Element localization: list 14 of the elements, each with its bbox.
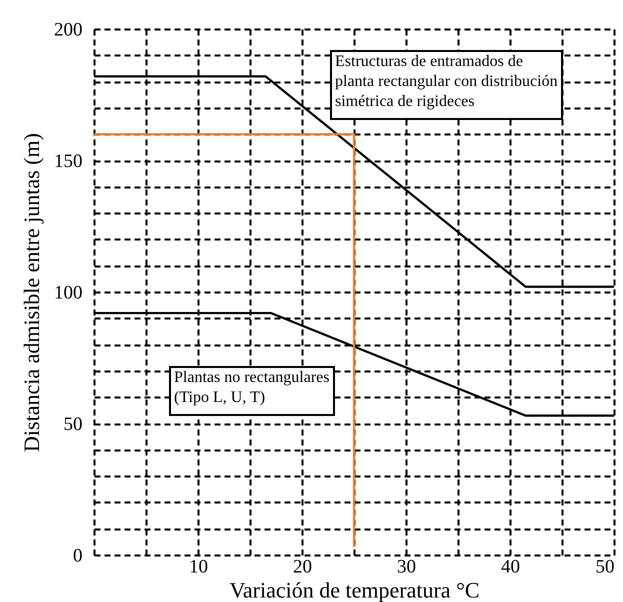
x-tick-label: 20 — [293, 556, 312, 578]
y-axis-title: Distancia admisible entre juntas (m) — [19, 133, 44, 452]
y-tick-label: 0 — [73, 546, 82, 566]
x-tick-label: 40 — [501, 556, 520, 578]
y-tick-label: 50 — [64, 414, 82, 435]
annotation: Plantas no rectangulares (Tipo L, U, T) — [169, 366, 334, 416]
y-tick-label: 100 — [54, 282, 82, 304]
y-tick-label: 200 — [54, 20, 82, 40]
x-tick-label: 50 — [596, 556, 614, 578]
x-tick-label: 10 — [189, 556, 208, 578]
y-tick-label: 150 — [54, 151, 82, 172]
x-tick-label: 30 — [397, 556, 416, 578]
annotation: Estructuras de entramados de planta rectangular con distribución simétrica de rigideces — [330, 50, 563, 120]
x-axis-title: Variación de temperatura °C — [229, 578, 480, 602]
